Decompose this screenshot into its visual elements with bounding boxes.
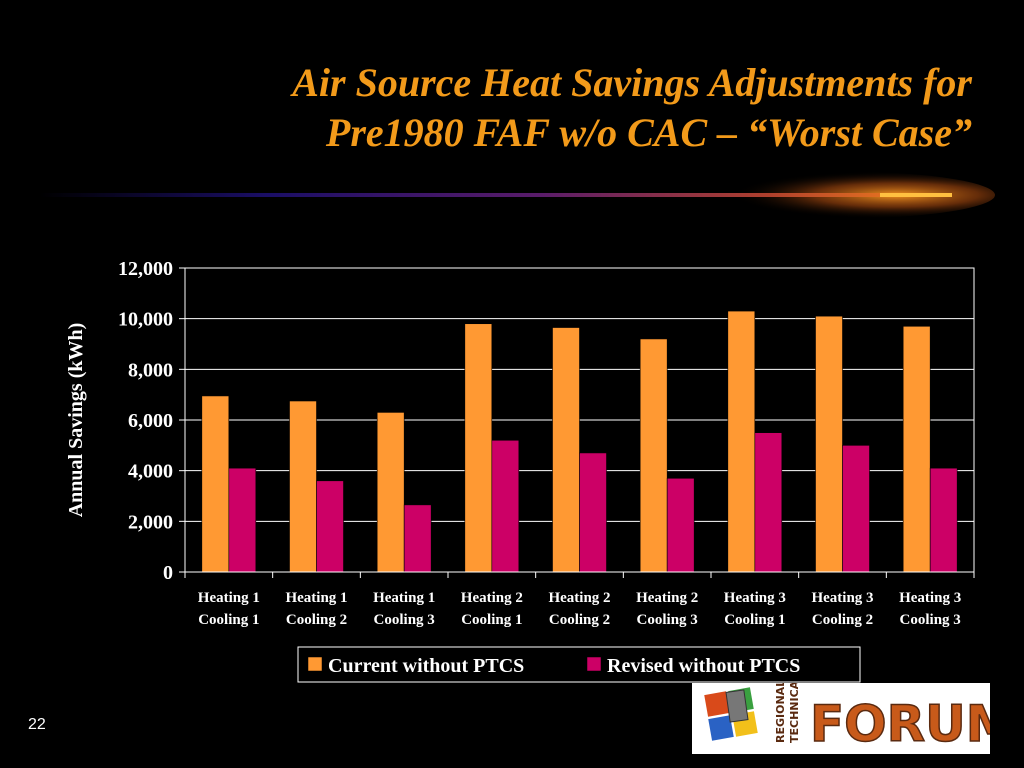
x-tick-label: Cooling 2 [549, 612, 610, 628]
bar-current [902, 325, 931, 573]
bar-revised [842, 445, 870, 573]
title-line-1: Air Source Heat Savings Adjustments for [292, 60, 972, 105]
x-tick-label: Heating 1 [285, 590, 347, 606]
x-tick-label: Cooling 1 [461, 612, 522, 628]
y-tick-label: 6,000 [128, 410, 173, 432]
y-tick-label: 4,000 [128, 461, 173, 483]
logo-subtext-2: TECHNICAL [788, 683, 801, 743]
legend-label-revised: Revised without PTCS [607, 655, 800, 677]
bar-revised [491, 439, 520, 573]
x-tick-label: Cooling 3 [900, 612, 961, 628]
logo-text: FORUM [810, 695, 990, 753]
x-tick-label: Heating 3 [899, 590, 961, 606]
x-tick-label: Cooling 3 [374, 612, 435, 628]
x-tick-label: Cooling 3 [637, 612, 698, 628]
axes [179, 267, 975, 578]
bar-revised [754, 432, 783, 573]
bar-current [815, 315, 843, 573]
y-tick-label: 8,000 [128, 359, 173, 381]
y-tick-label: 10,000 [118, 309, 173, 331]
x-tick-label: Cooling 2 [286, 612, 347, 628]
bar-current [639, 338, 668, 573]
slide-number: 22 [28, 716, 46, 733]
y-tick-label: 0 [163, 562, 173, 584]
x-tick-label: Cooling 1 [198, 612, 259, 628]
bar-revised [929, 467, 958, 573]
bar-current [464, 323, 493, 573]
y-tick-labels: 0 2,000 4,000 6,000 8,000 10,000 12,000 [118, 258, 173, 584]
bar-revised [403, 504, 432, 573]
title-line-2: Pre1980 FAF w/o CAC – “Worst Case” [325, 110, 972, 155]
y-axis-label: Annual Savings (kWh) [65, 323, 87, 518]
y-tick-label: 12,000 [118, 258, 173, 280]
decorative-divider [40, 171, 995, 219]
slide-title: Air Source Heat Savings Adjustments for … [292, 58, 972, 158]
bar-revised [579, 452, 607, 573]
rtf-forum-logo: REGIONAL TECHNICAL FORUM [692, 674, 1016, 754]
x-tick-label: Cooling 1 [724, 612, 785, 628]
bars [201, 310, 958, 573]
x-tick-label: Heating 3 [811, 590, 873, 606]
x-tick-label: Heating 3 [724, 590, 786, 606]
bar-current [289, 400, 317, 573]
x-tick-label: Heating 1 [373, 590, 435, 606]
x-tick-label: Heating 2 [461, 590, 523, 606]
bar-revised [316, 480, 344, 573]
windows-logo-icon [704, 687, 758, 741]
bar-revised [666, 477, 695, 573]
bar-current [727, 310, 756, 573]
chart-legend: Current without PTCS Revised without PTC… [297, 646, 861, 683]
legend-swatch-current [307, 656, 323, 672]
legend-label-current: Current without PTCS [328, 655, 524, 677]
x-tick-label: Cooling 2 [812, 612, 873, 628]
legend-box [297, 646, 861, 683]
logo-subtext: REGIONAL [774, 683, 787, 743]
bar-revised [228, 467, 257, 573]
bar-current [376, 412, 405, 573]
legend-swatch-revised [586, 656, 602, 672]
x-tick-label: Heating 2 [636, 590, 698, 606]
x-tick-label: Heating 1 [198, 590, 260, 606]
bar-current [201, 395, 230, 573]
x-tick-labels: Heating 1 Cooling 1 Heating 1 Cooling 2 Heat… [198, 590, 961, 628]
x-tick-label: Heating 2 [548, 590, 610, 606]
bar-current [552, 327, 580, 573]
y-tick-label: 2,000 [128, 511, 173, 533]
